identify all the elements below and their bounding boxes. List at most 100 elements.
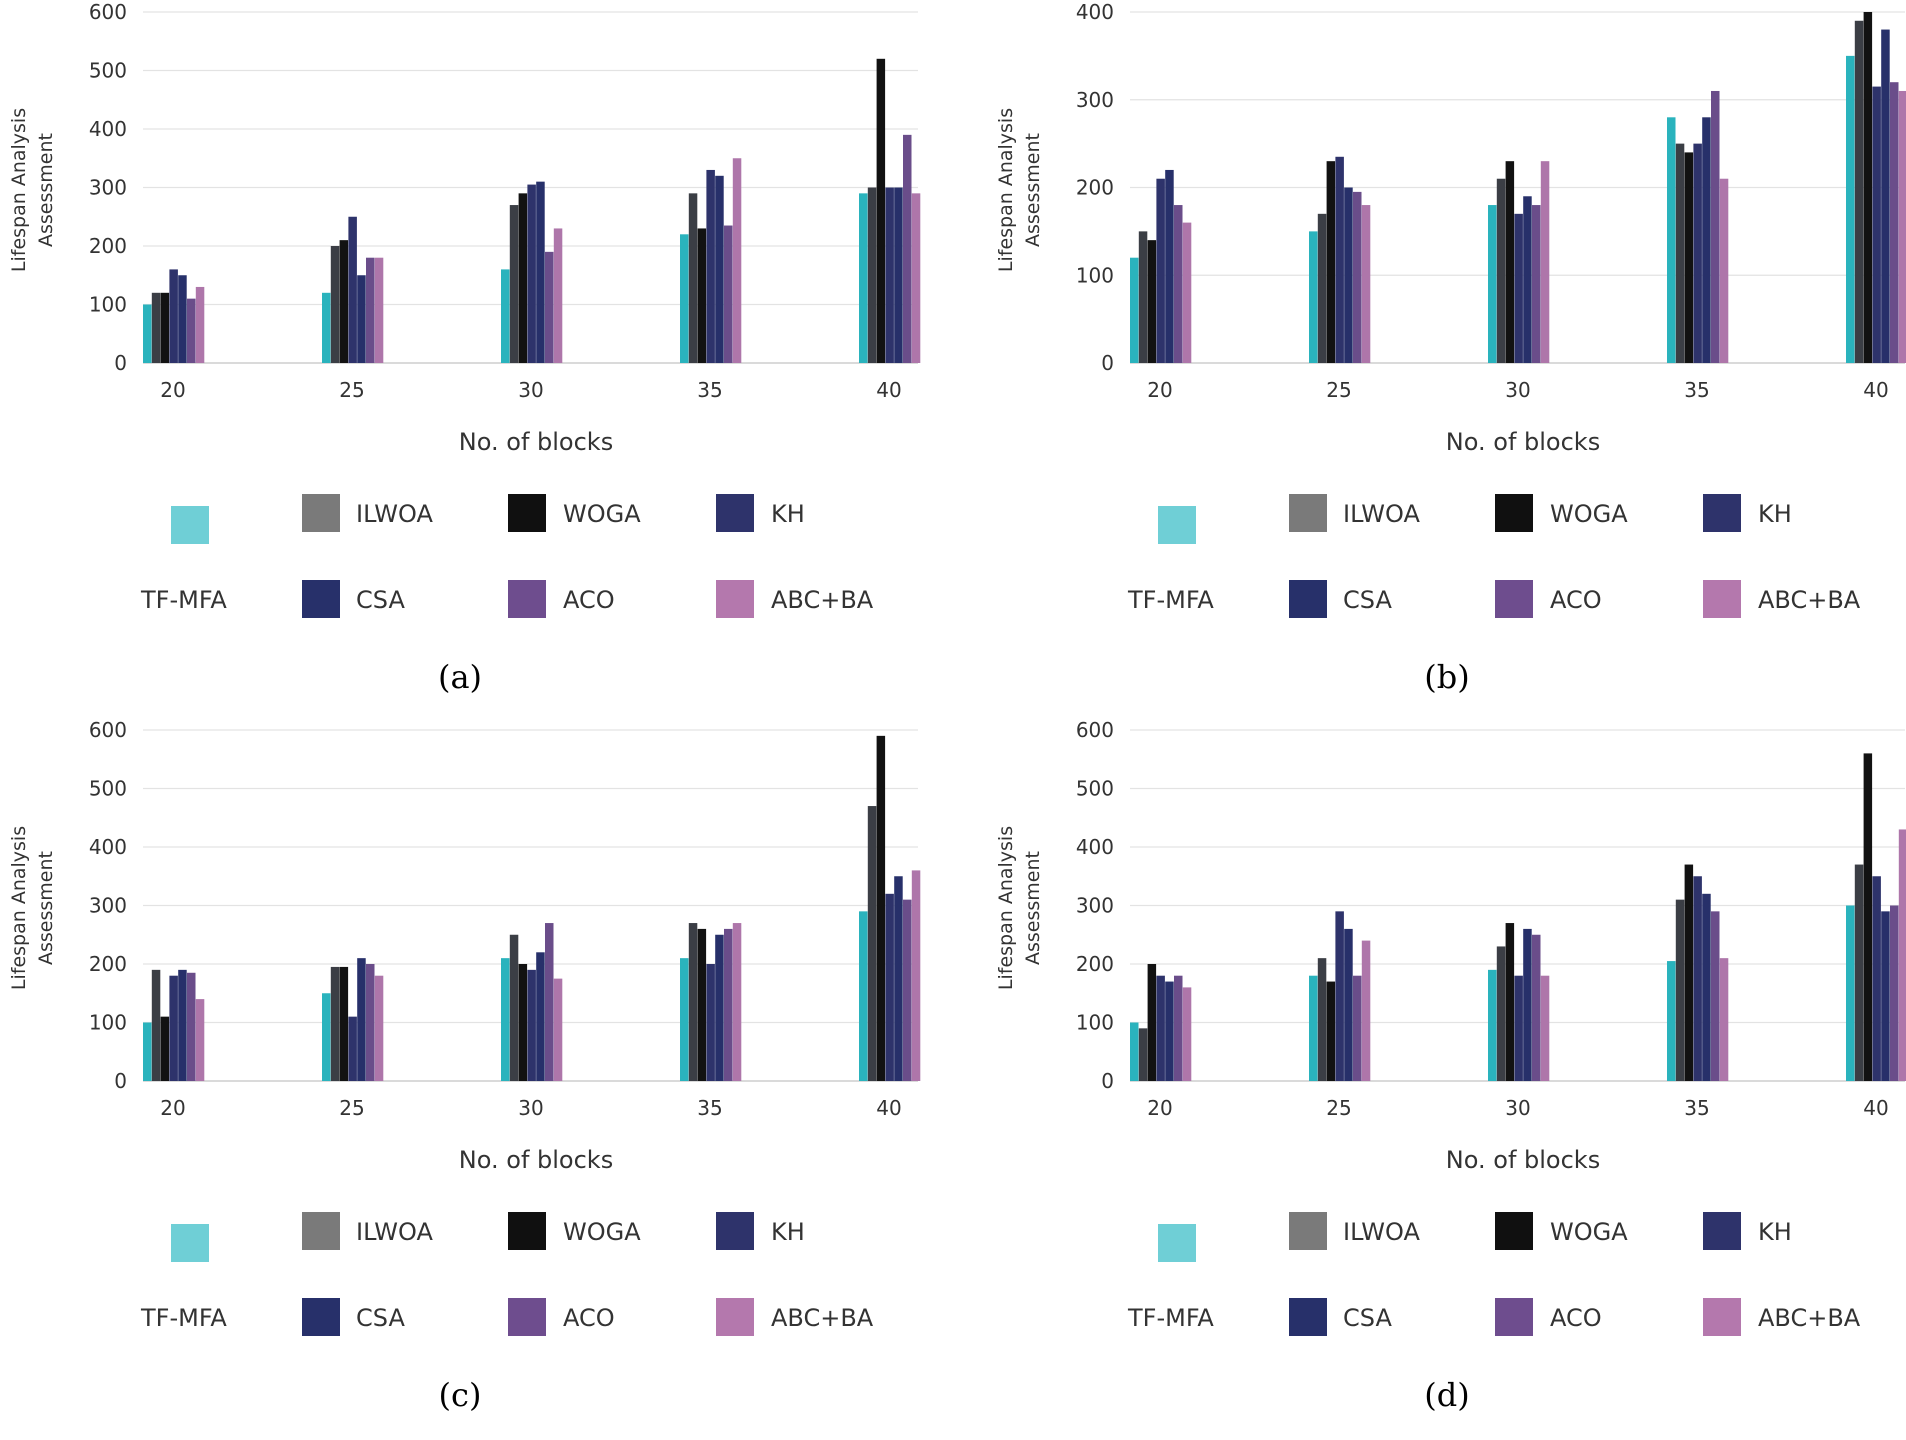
bar-aco-40 [1890,905,1899,1081]
bar-aco-20 [187,972,196,1081]
legend-label-ilwoa: ILWOA [1343,1218,1420,1246]
bar-kh-30 [527,184,536,363]
bar-abc-ba-25 [1361,940,1371,1081]
bar-abc-ba-20 [1182,222,1192,363]
x-tick-label: 40 [1863,1096,1888,1120]
chart-a-svg: 0 100 200 300 400 500 600 20 25 30 35 40 No. of bloc… [8,0,921,696]
legend-swatch-aco [1495,580,1533,618]
bar-tf-mfa-35 [1667,961,1676,1081]
bar-tf-mfa-40 [1846,905,1855,1081]
y-tick-label: 0 [114,351,127,375]
bar-ilwoa-25 [1317,213,1327,363]
bar-abc-ba-25 [374,975,384,1081]
legend-swatch-abc-ba [716,580,754,618]
bar-ilwoa-25 [330,246,340,363]
bar-woga-40 [1863,753,1873,1081]
bar-kh-30 [527,969,536,1081]
bar-kh-40 [885,187,894,363]
legend-label-woga: WOGA [563,500,641,528]
y-tick-label: 0 [114,1069,127,1093]
bar-aco-35 [1711,911,1720,1081]
legend-swatch-aco [1495,1298,1533,1336]
legend-swatch-kh [716,494,754,532]
bar-ilwoa-40 [867,187,877,363]
x-tick-label: 30 [518,1096,543,1120]
bar-ilwoa-30 [1496,946,1506,1081]
legend-swatch-woga [508,494,546,532]
bar-tf-mfa-25 [1309,231,1318,363]
bar-csa-30 [1523,928,1532,1081]
legend-swatch-woga [1495,494,1533,532]
legend-label-abc-ba: ABC+BA [771,1304,874,1332]
bar-ilwoa-30 [509,205,519,363]
bar-ilwoa-20 [151,292,161,363]
legend-swatch-csa [1289,580,1327,618]
y-tick-label: 100 [1076,263,1114,287]
bar-tf-mfa-30 [501,958,510,1081]
legend-swatch-ilwoa [1289,494,1327,532]
bar-csa-35 [715,175,724,363]
bar-aco-30 [1532,934,1541,1081]
bar-csa-25 [357,275,366,363]
y-axis-label-line2: Assessment [1022,133,1044,247]
bar-aco-35 [724,225,733,363]
legend-label-tf-mfa: TF-MFA [1127,586,1214,614]
y-axis-label-line1: Lifespan Analysis [995,826,1017,990]
chart-panel-b: 0 100 200 300 400 20 25 30 35 40 No. of blocks Life… [987,0,1906,718]
x-tick-label: 35 [1684,378,1709,402]
y-tick-label: 100 [1076,1011,1114,1035]
bar-tf-mfa-25 [322,292,331,363]
x-tick-label: 30 [518,378,543,402]
y-tick-label: 600 [1076,718,1114,742]
bar-abc-ba-20 [1182,987,1192,1081]
legend-swatch-woga [508,1212,546,1250]
bar-csa-20 [178,275,187,363]
bar-aco-25 [366,964,375,1081]
bar-aco-30 [1532,205,1541,363]
legend-label-woga: WOGA [1550,500,1628,528]
legend-label-kh: KH [1758,500,1792,528]
bar-csa-40 [894,187,903,363]
bar-woga-35 [697,928,707,1081]
bar-kh-40 [885,893,894,1081]
chart-d-svg: 0 100 200 300 400 500 600 20 25 30 35 40 No. of bloc… [995,718,1906,1414]
y-axis-label-line2: Assessment [35,851,57,965]
legend-label-woga: WOGA [1550,1218,1628,1246]
y-tick-label: 200 [89,952,127,976]
bar-csa-25 [1344,187,1353,363]
bar-aco-25 [1353,191,1362,363]
x-tick-label: 35 [1684,1096,1709,1120]
legend-label-aco: ACO [563,1304,615,1332]
bar-woga-35 [1684,152,1694,363]
x-tick-label: 30 [1505,1096,1530,1120]
x-tick-label: 35 [697,378,722,402]
bar-ilwoa-30 [1496,178,1506,363]
bar-ilwoa-20 [151,969,161,1081]
bar-aco-35 [1711,90,1720,363]
bar-aco-20 [187,298,196,363]
x-tick-label: 40 [1863,378,1888,402]
bar-csa-40 [1881,29,1890,364]
legend-swatch-abc-ba [1703,1298,1741,1336]
bar-abc-ba-40 [911,870,921,1081]
legend-label-tf-mfa: TF-MFA [140,1304,227,1332]
legend-label-csa: CSA [1343,586,1392,614]
y-axis-label-line1: Lifespan Analysis [995,108,1017,272]
bar-aco-40 [1890,82,1899,363]
bar-woga-30 [1505,161,1515,363]
chart-panel-c: 0 100 200 300 400 500 600 20 25 30 35 40 No. of bloc… [0,718,953,1436]
legend-swatch-tf-mfa [171,1224,209,1262]
bar-tf-mfa-40 [859,193,868,363]
y-tick-label: 100 [89,293,127,317]
x-tick-label: 20 [1147,1096,1172,1120]
bar-aco-25 [1353,975,1362,1081]
x-tick-label: 40 [876,1096,901,1120]
bar-csa-25 [357,958,366,1081]
bar-ilwoa-35 [688,923,698,1081]
bar-woga-30 [1505,923,1515,1081]
bar-woga-25 [1326,981,1336,1081]
y-tick-label: 500 [1076,777,1114,801]
bar-csa-35 [1702,117,1711,363]
bar-woga-40 [876,735,886,1081]
x-tick-label: 20 [1147,378,1172,402]
